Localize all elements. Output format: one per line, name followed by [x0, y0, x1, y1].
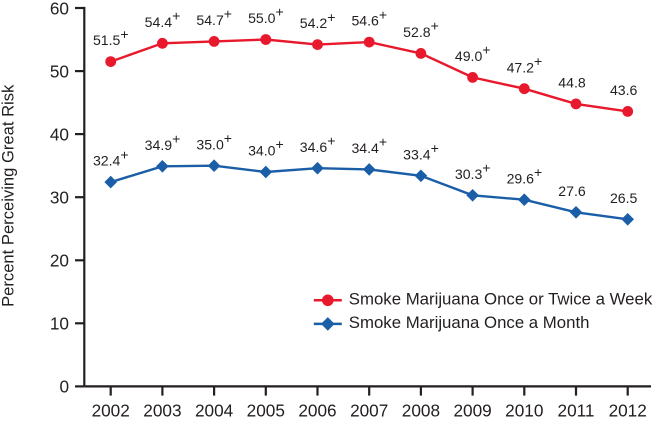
svg-text:+: +: [482, 160, 490, 176]
svg-text:47.2: 47.2: [507, 59, 535, 75]
svg-text:+: +: [379, 6, 387, 22]
svg-text:43.6: 43.6: [610, 82, 638, 98]
svg-text:+: +: [379, 134, 387, 150]
svg-text:29.6: 29.6: [507, 170, 535, 186]
svg-text:+: +: [431, 18, 439, 34]
svg-text:+: +: [276, 136, 284, 152]
svg-text:0: 0: [59, 377, 69, 397]
svg-text:30.3: 30.3: [455, 166, 483, 182]
svg-text:+: +: [327, 132, 335, 148]
svg-text:33.4: 33.4: [403, 146, 431, 162]
svg-text:32.4: 32.4: [93, 153, 121, 169]
svg-text:Smoke Marijuana Once or Twice: Smoke Marijuana Once or Twice a Week: [349, 289, 653, 308]
svg-text:+: +: [534, 53, 542, 69]
svg-text:+: +: [224, 130, 232, 146]
svg-text:54.6: 54.6: [351, 13, 379, 29]
svg-text:2012: 2012: [609, 400, 647, 420]
svg-text:+: +: [534, 164, 542, 180]
svg-text:2003: 2003: [143, 400, 181, 420]
svg-text:+: +: [224, 6, 232, 22]
svg-text:54.2: 54.2: [300, 15, 328, 31]
svg-text:Smoke Marijuana Once a Month: Smoke Marijuana Once a Month: [349, 313, 590, 332]
svg-text:2006: 2006: [298, 400, 336, 420]
svg-text:+: +: [172, 8, 180, 24]
svg-text:+: +: [482, 42, 490, 58]
svg-text:+: +: [172, 131, 180, 147]
svg-text:54.7: 54.7: [196, 12, 224, 28]
svg-text:2004: 2004: [195, 400, 234, 420]
svg-text:34.6: 34.6: [300, 139, 328, 155]
svg-text:2010: 2010: [505, 400, 543, 420]
svg-text:2005: 2005: [247, 400, 285, 420]
svg-text:+: +: [431, 140, 439, 156]
svg-text:54.4: 54.4: [145, 14, 173, 30]
svg-text:49.0: 49.0: [455, 48, 483, 64]
svg-text:2009: 2009: [453, 400, 491, 420]
svg-text:Percent Perceiving Great Risk: Percent Perceiving Great Risk: [0, 84, 18, 307]
svg-text:+: +: [327, 9, 335, 25]
svg-text:+: +: [276, 4, 284, 20]
svg-text:60: 60: [50, 0, 69, 18]
svg-text:27.6: 27.6: [558, 183, 586, 199]
svg-text:51.5: 51.5: [93, 32, 121, 48]
svg-text:20: 20: [50, 251, 69, 271]
svg-text:34.9: 34.9: [145, 137, 173, 153]
svg-text:55.0: 55.0: [248, 10, 276, 26]
svg-text:50: 50: [50, 61, 69, 81]
svg-text:34.4: 34.4: [351, 140, 379, 156]
svg-text:2011: 2011: [558, 400, 595, 420]
svg-text:52.8: 52.8: [403, 24, 431, 40]
svg-text:2007: 2007: [350, 400, 388, 420]
svg-text:30: 30: [50, 188, 69, 208]
svg-text:2008: 2008: [402, 400, 440, 420]
svg-text:2002: 2002: [92, 400, 130, 420]
svg-text:10: 10: [50, 314, 69, 334]
svg-text:+: +: [120, 26, 128, 42]
svg-text:34.0: 34.0: [248, 143, 276, 159]
svg-text:40: 40: [50, 124, 69, 144]
svg-text:+: +: [120, 146, 128, 162]
svg-text:26.5: 26.5: [610, 190, 638, 206]
svg-text:35.0: 35.0: [196, 136, 224, 152]
svg-text:44.8: 44.8: [558, 75, 586, 91]
